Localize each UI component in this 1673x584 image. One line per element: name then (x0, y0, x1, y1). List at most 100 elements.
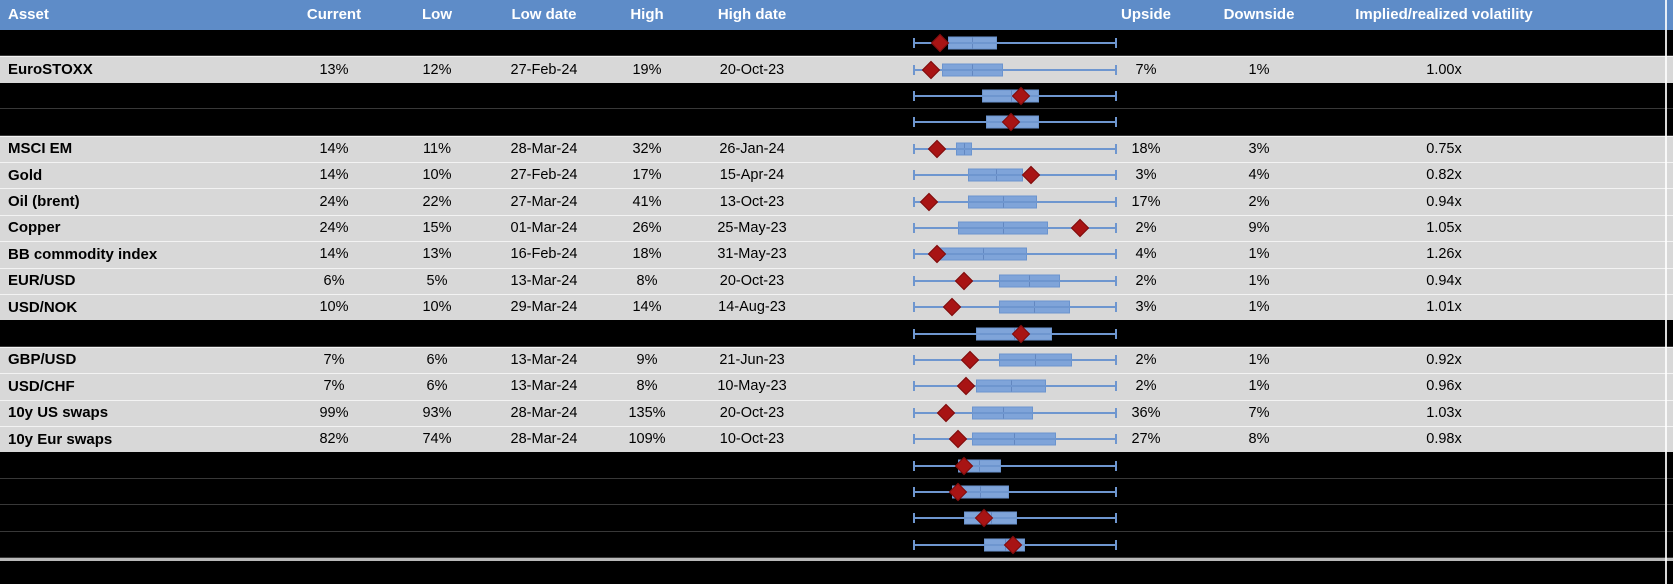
table-row[interactable]: BB commodity index 14% 13% 16-Feb-24 18% 31-M… (0, 241, 1673, 268)
cell-high_date[interactable]: 31-May-23 (717, 246, 787, 263)
cell-downside[interactable]: 1% (1248, 272, 1270, 289)
cell-asset[interactable]: 10y US swaps (8, 404, 109, 422)
cell-current[interactable]: 24% (319, 219, 349, 236)
cell-downside[interactable]: 1% (1248, 246, 1270, 263)
cell-upside[interactable]: 36% (1131, 404, 1161, 421)
table-row[interactable]: MSCI EM 14% 11% 28-Mar-24 32% 26-Jan-24 18% 3% 0… (0, 135, 1673, 162)
cell-low[interactable]: 10% (422, 299, 452, 316)
cell-low_date[interactable]: 28-Mar-24 (510, 431, 578, 448)
cell-upside[interactable]: 27% (1131, 431, 1161, 448)
cell-upside[interactable]: 2% (1135, 272, 1157, 289)
cell-upside[interactable]: 7% (1135, 61, 1157, 78)
table-row[interactable]: Oil (brent) 24% 22% 27-Mar-24 41% 13-Oct-23 17… (0, 188, 1673, 215)
cell-low_date[interactable]: 27-Feb-24 (510, 167, 578, 184)
cell-high_date[interactable]: 26-Jan-24 (719, 140, 785, 157)
cell-high_date[interactable]: 14-Aug-23 (718, 299, 786, 316)
cell-current[interactable]: 14% (319, 246, 349, 263)
cell-low[interactable]: 5% (426, 272, 448, 289)
cell-downside[interactable]: 7% (1248, 404, 1270, 421)
cell-low_date[interactable]: 28-Mar-24 (510, 404, 578, 421)
cell-asset[interactable]: EuroSTOXX (8, 61, 93, 79)
cell-high[interactable]: 109% (628, 431, 666, 448)
cell-low_date[interactable]: 13-Mar-24 (510, 272, 578, 289)
table-row[interactable]: EuroSTOXX 13% 12% 27-Feb-24 19% 20-Oct-23 7% 1%… (0, 56, 1673, 83)
table-row[interactable]: Gold 14% 10% 27-Feb-24 17% 15-Apr-24 3% 4% 0.82x (0, 162, 1673, 189)
cell-downside[interactable]: 3% (1248, 140, 1270, 157)
cell-ratio[interactable]: 1.05x (1426, 219, 1462, 236)
cell-low_date[interactable]: 01-Mar-24 (510, 219, 578, 236)
cell-ratio[interactable]: 0.75x (1426, 140, 1462, 157)
cell-low[interactable]: 12% (422, 61, 452, 78)
cell-downside[interactable]: 1% (1248, 299, 1270, 316)
cell-upside[interactable]: 2% (1135, 219, 1157, 236)
table-row[interactable]: 10y US swaps 99% 93% 28-Mar-24 135% 20-Oct-23… (0, 399, 1673, 426)
cell-current[interactable]: 7% (323, 351, 345, 368)
cell-ratio[interactable]: 1.03x (1426, 404, 1462, 421)
cell-high_date[interactable]: 10-May-23 (717, 378, 787, 395)
cell-high_date[interactable]: 15-Apr-24 (719, 167, 785, 184)
cell-asset[interactable]: GBP/USD (8, 351, 77, 369)
cell-ratio[interactable]: 0.98x (1426, 431, 1462, 448)
cell-high_date[interactable]: 25-May-23 (717, 219, 787, 236)
cell-downside[interactable]: 1% (1248, 61, 1270, 78)
cell-ratio[interactable]: 0.94x (1426, 193, 1462, 210)
cell-high[interactable]: 8% (636, 378, 658, 395)
cell-low_date[interactable]: 27-Feb-24 (510, 61, 578, 78)
cell-ratio[interactable]: 0.94x (1426, 272, 1462, 289)
table-row[interactable]: Copper 24% 15% 01-Mar-24 26% 25-May-23 2% 9% 1.0… (0, 214, 1673, 242)
cell-ratio[interactable]: 1.01x (1426, 299, 1462, 316)
cell-low[interactable]: 6% (426, 378, 448, 395)
cell-ratio[interactable]: 0.82x (1426, 167, 1462, 184)
cell-asset[interactable]: EUR/USD (8, 272, 76, 290)
cell-ratio[interactable]: 0.92x (1426, 351, 1462, 368)
table-row[interactable]: EUR/USD 6% 5% 13-Mar-24 8% 20-Oct-23 2% 1% 0.94x (0, 267, 1673, 294)
cell-asset[interactable]: Copper (8, 219, 61, 237)
cell-low[interactable]: 13% (422, 246, 452, 263)
cell-low[interactable]: 22% (422, 193, 452, 210)
cell-asset[interactable]: Gold (8, 166, 43, 184)
cell-current[interactable]: 6% (323, 272, 345, 289)
cell-high[interactable]: 26% (632, 219, 662, 236)
cell-low[interactable]: 74% (422, 431, 452, 448)
cell-current[interactable]: 14% (319, 140, 349, 157)
cell-high_date[interactable]: 10-Oct-23 (719, 431, 785, 448)
cell-high[interactable]: 9% (636, 351, 658, 368)
cell-ratio[interactable]: 1.26x (1426, 246, 1462, 263)
cell-low[interactable]: 10% (422, 167, 452, 184)
cell-high_date[interactable]: 20-Oct-23 (719, 61, 785, 78)
cell-current[interactable]: 82% (319, 431, 349, 448)
cell-high_date[interactable]: 20-Oct-23 (719, 272, 785, 289)
table-row[interactable]: USD/NOK 10% 10% 29-Mar-24 14% 14-Aug-23 3% 1% 1.… (0, 294, 1673, 321)
cell-downside[interactable]: 1% (1248, 378, 1270, 395)
cell-high[interactable]: 17% (632, 167, 662, 184)
cell-asset[interactable]: MSCI EM (8, 140, 73, 158)
cell-high_date[interactable]: 21-Jun-23 (719, 351, 785, 368)
cell-upside[interactable]: 3% (1135, 299, 1157, 316)
cell-high[interactable]: 8% (636, 272, 658, 289)
cell-ratio[interactable]: 1.00x (1426, 61, 1462, 78)
table-row[interactable]: 10y Eur swaps 82% 74% 28-Mar-24 109% 10-Oct-2… (0, 426, 1673, 453)
cell-upside[interactable]: 2% (1135, 378, 1157, 395)
table-row[interactable]: USD/CHF 7% 6% 13-Mar-24 8% 10-May-23 2% 1% 0.96x (0, 373, 1673, 400)
cell-low[interactable]: 93% (422, 404, 452, 421)
cell-current[interactable]: 10% (319, 299, 349, 316)
cell-low_date[interactable]: 13-Mar-24 (510, 351, 578, 368)
cell-high[interactable]: 18% (632, 246, 662, 263)
cell-asset[interactable]: Oil (brent) (8, 193, 80, 211)
cell-current[interactable]: 99% (319, 404, 349, 421)
cell-low_date[interactable]: 29-Mar-24 (510, 299, 578, 316)
cell-high[interactable]: 41% (632, 193, 662, 210)
cell-current[interactable]: 7% (323, 378, 345, 395)
cell-upside[interactable]: 2% (1135, 351, 1157, 368)
cell-high[interactable]: 135% (628, 404, 666, 421)
cell-upside[interactable]: 4% (1135, 246, 1157, 263)
cell-high_date[interactable]: 20-Oct-23 (719, 404, 785, 421)
cell-low_date[interactable]: 27-Mar-24 (510, 193, 578, 210)
cell-low[interactable]: 11% (423, 140, 451, 157)
cell-current[interactable]: 14% (319, 167, 349, 184)
cell-downside[interactable]: 1% (1248, 351, 1270, 368)
cell-low_date[interactable]: 16-Feb-24 (510, 246, 578, 263)
cell-high[interactable]: 32% (632, 140, 662, 157)
cell-asset[interactable]: 10y Eur swaps (8, 430, 113, 448)
cell-low_date[interactable]: 13-Mar-24 (510, 378, 578, 395)
